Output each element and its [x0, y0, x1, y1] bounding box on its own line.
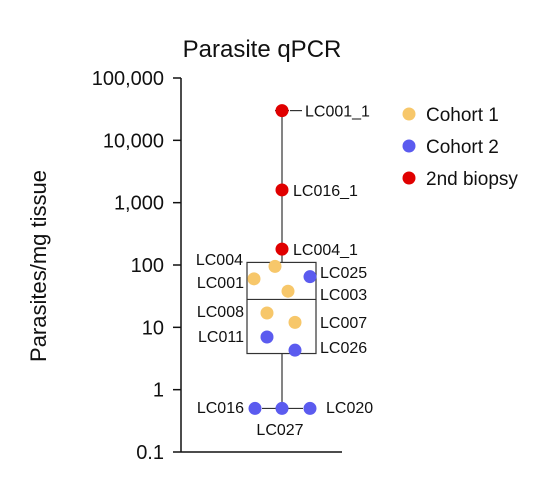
legend: Cohort 1 Cohort 2 2nd biopsy: [402, 105, 518, 190]
data-point-lc004-1: [275, 242, 289, 256]
y-tick-label: 100,000: [92, 68, 164, 90]
data-point-lc016-1: [275, 183, 289, 197]
point-label: LC004_1: [293, 242, 358, 259]
data-point-lc001-1: [275, 104, 289, 118]
point-label: LC025: [320, 265, 367, 282]
y-tick-label: 1: [153, 380, 164, 402]
data-point-lc007: [288, 315, 302, 329]
data-points: [247, 104, 317, 415]
y-tick-label: 0.1: [136, 442, 164, 464]
data-point-lc020: [303, 401, 317, 415]
point-label: LC016: [197, 400, 244, 417]
point-label: LC026: [320, 340, 367, 357]
chart-title: Parasite qPCR: [183, 36, 342, 63]
data-point-lc004: [268, 259, 282, 273]
legend-label: Cohort 1: [426, 105, 499, 126]
legend-marker: [402, 171, 416, 185]
legend-label: 2nd biopsy: [426, 169, 518, 190]
legend-marker: [402, 107, 416, 121]
point-label: LC016_1: [293, 183, 358, 200]
data-point-lc016: [248, 401, 262, 415]
data-point-lc001: [247, 272, 261, 286]
y-axis: 0.1 1 10 100 1,000 10,000 100,000: [92, 68, 342, 464]
y-tick-label: 10,000: [103, 130, 164, 152]
point-label: LC020: [326, 400, 373, 417]
y-tick-label: 100: [131, 255, 164, 277]
y-tick-label: 1,000: [114, 193, 164, 215]
point-label: LC007: [320, 315, 367, 332]
legend-label: Cohort 2: [426, 137, 499, 158]
point-label: LC004: [196, 252, 243, 269]
y-tick-label: 10: [142, 317, 164, 339]
point-labels: LC001_1 LC016_1 LC004_1 LC004 LC001 LC025 LC00…: [196, 104, 373, 439]
box-plot: [246, 109, 317, 410]
data-point-lc003: [281, 284, 295, 298]
data-point-lc008: [260, 306, 274, 320]
iqr-box: [246, 261, 317, 355]
point-label: LC008: [197, 304, 244, 321]
data-point-lc011: [260, 330, 274, 344]
point-label: LC001: [197, 275, 244, 292]
point-label: LC027: [256, 422, 303, 439]
point-label: LC011: [198, 329, 244, 346]
point-label: LC001_1: [305, 104, 370, 121]
y-axis-label: Parasites/mg tissue: [26, 170, 51, 362]
point-label: LC003: [320, 287, 367, 304]
data-point-lc027: [275, 401, 289, 415]
legend-marker: [402, 139, 416, 153]
data-point-lc026: [288, 343, 302, 357]
data-point-lc025: [303, 270, 317, 284]
